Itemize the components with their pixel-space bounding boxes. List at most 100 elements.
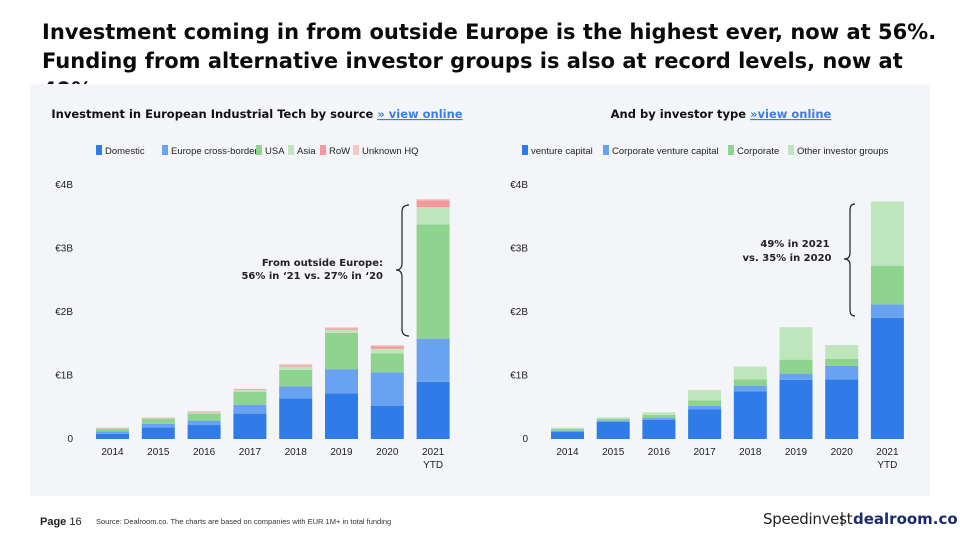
legend-swatch xyxy=(320,145,326,155)
chart-title: And by investor type »view online xyxy=(611,107,832,121)
bar-segment xyxy=(233,390,267,393)
brace-icon xyxy=(843,203,856,317)
bar-segment xyxy=(325,329,358,333)
y-tick-label: €3B xyxy=(55,244,73,255)
chart-title-text: Investment in European Industrial Tech b… xyxy=(51,107,377,121)
bar-segment xyxy=(779,379,813,439)
bar-segment xyxy=(870,317,904,439)
y-tick-label: €3B xyxy=(510,244,528,255)
x-tick-label: 2014 xyxy=(101,447,124,458)
legend-label: Corporate xyxy=(737,146,779,157)
annotation-line: From outside Europe: xyxy=(262,258,383,269)
bar-segment xyxy=(596,421,630,439)
bar-segment xyxy=(325,332,358,370)
speedinvest-logo: Speedinvest xyxy=(763,510,853,528)
bar-segment xyxy=(279,369,313,387)
page-number: Page 16 xyxy=(40,516,82,528)
x-tick-label: 2019 xyxy=(330,447,353,458)
bar-segment xyxy=(779,359,813,374)
y-tick-label: €4B xyxy=(510,180,528,191)
bar-segment xyxy=(96,431,129,434)
x-tick-label: 2020 xyxy=(831,447,854,458)
bar-segment xyxy=(688,409,722,439)
bar-segment xyxy=(187,425,221,439)
legend-swatch xyxy=(522,145,528,155)
x-tick-sublabel: YTD xyxy=(877,460,897,471)
bar-segment xyxy=(233,389,267,391)
bar-segment xyxy=(96,433,129,439)
legend-label: Asia xyxy=(297,146,316,157)
bar-segment xyxy=(825,379,859,439)
bar-segment xyxy=(233,413,267,439)
legend-label: USA xyxy=(265,146,285,157)
legend-label: Domestic xyxy=(105,146,145,157)
annotation-line: 49% in 2021 xyxy=(760,239,829,250)
x-tick-sublabel: YTD xyxy=(423,460,443,471)
bar-segment xyxy=(416,198,450,201)
legend-swatch xyxy=(728,145,734,155)
y-tick-label: 0 xyxy=(67,434,73,445)
bar-segment xyxy=(733,385,767,392)
chart-title: Investment in European Industrial Tech b… xyxy=(51,107,462,121)
annotation-line: 56% in ‘21 vs. 27% in ‘20 xyxy=(241,271,383,282)
bar-segment xyxy=(96,427,129,429)
bar-segment xyxy=(779,373,813,380)
x-tick-label: 2018 xyxy=(285,447,308,458)
legend-swatch xyxy=(288,145,294,155)
legend-swatch xyxy=(603,145,609,155)
bar-segment xyxy=(870,304,904,318)
x-tick-label: 2019 xyxy=(785,447,808,458)
x-tick-label: 2020 xyxy=(376,447,399,458)
bar-segment xyxy=(596,420,630,422)
bar-segment xyxy=(416,207,450,225)
bar-segment xyxy=(187,413,221,421)
bar-segment xyxy=(141,423,175,428)
bar-segment xyxy=(141,417,175,419)
bar-segment xyxy=(688,390,722,401)
bar-segment xyxy=(141,427,175,439)
brace-icon xyxy=(395,204,410,337)
legend-label: venture capital xyxy=(531,146,593,157)
bar-segment xyxy=(870,265,904,305)
bar-segment xyxy=(416,338,450,382)
x-tick-label: 2015 xyxy=(602,447,625,458)
view-online-link[interactable]: »view online xyxy=(750,107,831,121)
legend-swatch xyxy=(788,145,794,155)
x-tick-label: 2017 xyxy=(239,447,262,458)
legend-label: Corporate venture capital xyxy=(612,146,719,157)
bar-segment xyxy=(596,417,630,419)
view-online-link[interactable]: » view online xyxy=(377,107,462,121)
bar-segment xyxy=(96,427,129,429)
bar-segment xyxy=(233,404,267,414)
y-tick-label: €1B xyxy=(55,371,73,382)
y-tick-label: €2B xyxy=(510,307,528,318)
bar-segment xyxy=(325,328,358,330)
bar-segment xyxy=(370,372,404,406)
bar-segment xyxy=(187,420,221,426)
bar-segment xyxy=(187,412,221,414)
y-tick-label: 0 xyxy=(522,434,528,445)
bar-segment xyxy=(642,418,676,420)
bar-segment xyxy=(370,348,404,354)
legend-swatch xyxy=(353,145,359,155)
bar-segment xyxy=(642,412,676,415)
bar-segment xyxy=(141,417,175,418)
x-tick-label: 2016 xyxy=(193,447,216,458)
bar-segment xyxy=(187,411,221,412)
bar-segment xyxy=(233,388,267,390)
bar-segment xyxy=(370,353,404,373)
bar-segment xyxy=(141,418,175,419)
y-tick-label: €2B xyxy=(55,307,73,318)
bar-segment xyxy=(551,428,584,431)
charts-canvas: Investment in European Industrial Tech b… xyxy=(51,107,904,471)
legend-swatch xyxy=(256,145,262,155)
bar-segment xyxy=(825,358,859,366)
x-tick-label: 2014 xyxy=(556,447,579,458)
bar-segment xyxy=(141,418,175,424)
bar-segment xyxy=(96,428,129,432)
chart-title-text: And by investor type xyxy=(611,107,750,121)
x-tick-label: 2016 xyxy=(648,447,671,458)
x-tick-label: 2021 xyxy=(422,447,445,458)
bar-segment xyxy=(325,327,358,329)
bar-segment xyxy=(642,414,676,419)
